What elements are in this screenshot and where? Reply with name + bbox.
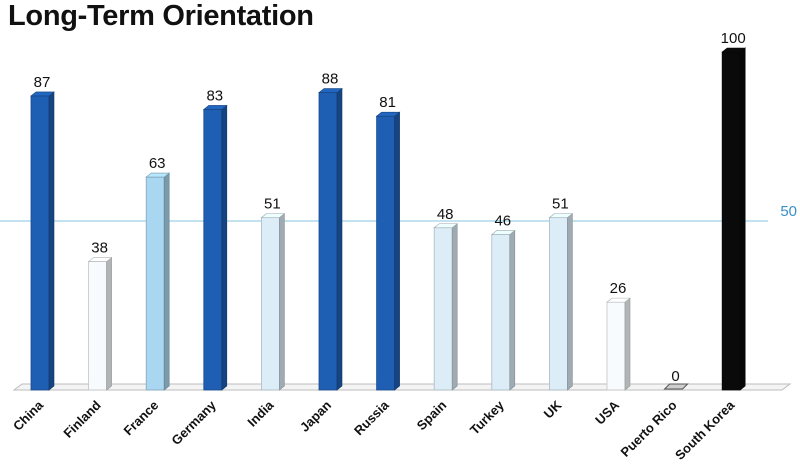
category-label-turkey: Turkey — [467, 397, 508, 438]
category-label-uk: UK — [541, 397, 565, 421]
category-label-usa: USA — [592, 397, 622, 427]
category-label-south-korea: South Korea — [672, 397, 738, 463]
value-label-finland: 38 — [91, 240, 108, 257]
bar-side — [106, 256, 112, 391]
bar-zero-marker — [663, 383, 689, 390]
bar-top — [548, 213, 574, 218]
bar-side — [624, 297, 631, 391]
bar-top — [490, 230, 516, 235]
bar-side — [221, 104, 228, 391]
category-label-india: India — [244, 397, 277, 430]
bar-top — [318, 88, 343, 93]
category-label-japan: Japan — [297, 397, 334, 434]
bar-front — [88, 261, 107, 391]
bar-top — [87, 257, 113, 262]
bar-spain — [433, 223, 459, 391]
category-label-china: China — [10, 397, 47, 434]
bar-france — [145, 172, 171, 391]
bar-side — [163, 172, 170, 391]
bar-front — [549, 217, 568, 391]
bar-china — [30, 91, 55, 391]
bars-group — [30, 47, 747, 391]
value-label-japan: 88 — [322, 71, 339, 88]
category-label-puerto-rico: Puerto Rico — [618, 397, 680, 459]
bar-top — [260, 213, 286, 218]
value-labels: 87 38 63 83 51 88 81 48 46 51 26 0 100 — [34, 30, 746, 385]
value-label-puerto-rico: 0 — [671, 368, 679, 385]
bar-uk — [548, 212, 574, 391]
bar-side — [394, 111, 400, 391]
bar-front — [433, 227, 453, 391]
value-label-usa: 26 — [610, 280, 627, 297]
bar-finland — [87, 256, 113, 391]
bar-side — [48, 91, 55, 391]
bar-germany — [202, 104, 228, 391]
bar-front — [30, 95, 50, 391]
bar-top — [202, 105, 228, 110]
bar-top — [145, 172, 171, 178]
bar-japan — [318, 87, 343, 391]
category-label-spain: Spain — [414, 397, 450, 433]
bar-side — [336, 87, 343, 391]
bar-front — [318, 92, 338, 391]
bar-front — [491, 234, 511, 391]
bar-side — [279, 212, 285, 391]
reference-line-label: 50 — [780, 203, 797, 220]
value-label-france: 63 — [149, 155, 166, 172]
bar-top — [433, 223, 459, 229]
bar-side — [509, 229, 516, 391]
bar-top — [375, 111, 401, 117]
bar-top — [721, 47, 747, 53]
bar-south-korea — [721, 47, 747, 391]
bar-side — [451, 223, 458, 391]
bar-puerto-rico — [663, 383, 689, 390]
bar-side — [567, 212, 573, 391]
bar-front — [606, 301, 626, 391]
value-label-china: 87 — [34, 74, 51, 91]
value-label-south-korea: 100 — [721, 30, 746, 47]
bar-turkey — [490, 229, 516, 391]
value-label-india: 51 — [264, 196, 281, 213]
value-label-spain: 48 — [437, 206, 454, 223]
category-labels: China Finland France Germany India Japan Russi… — [10, 397, 738, 463]
bar-top — [30, 91, 55, 97]
bar-top — [606, 297, 631, 303]
bar-front — [203, 109, 223, 391]
category-label-finland: Finland — [60, 397, 103, 440]
value-label-russia: 81 — [379, 94, 396, 111]
bar-russia — [375, 111, 401, 391]
category-label-russia: Russia — [351, 397, 392, 438]
bar-front — [376, 115, 396, 391]
bar-usa — [606, 297, 631, 391]
bar-front — [145, 176, 165, 391]
value-label-uk: 51 — [552, 196, 569, 213]
category-label-germany: Germany — [168, 397, 219, 448]
bar-side — [739, 47, 746, 391]
bar-india — [260, 212, 286, 391]
category-label-france: France — [121, 398, 162, 439]
value-label-germany: 83 — [206, 87, 223, 104]
value-label-turkey: 46 — [494, 213, 511, 230]
bar-front — [260, 217, 280, 391]
chart-title: Long-Term Orientation — [8, 0, 314, 32]
bar-front — [721, 51, 741, 391]
